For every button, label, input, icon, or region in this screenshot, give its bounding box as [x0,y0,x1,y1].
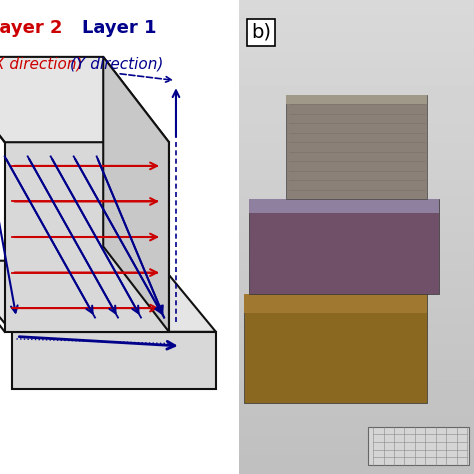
Polygon shape [244,294,427,403]
Text: (X direction): (X direction) [0,57,83,72]
Text: Layer 2: Layer 2 [0,19,63,37]
Text: (Y direction): (Y direction) [71,57,164,72]
Polygon shape [12,332,216,389]
Text: b): b) [251,23,271,42]
Polygon shape [103,57,169,332]
Text: Layer 1: Layer 1 [82,19,156,37]
Polygon shape [5,142,169,332]
Polygon shape [249,199,439,294]
Polygon shape [286,95,427,199]
Polygon shape [368,427,469,465]
Polygon shape [249,199,439,213]
Polygon shape [0,261,216,332]
Polygon shape [5,142,169,332]
Polygon shape [244,294,427,313]
Polygon shape [0,57,169,142]
Polygon shape [286,95,427,104]
